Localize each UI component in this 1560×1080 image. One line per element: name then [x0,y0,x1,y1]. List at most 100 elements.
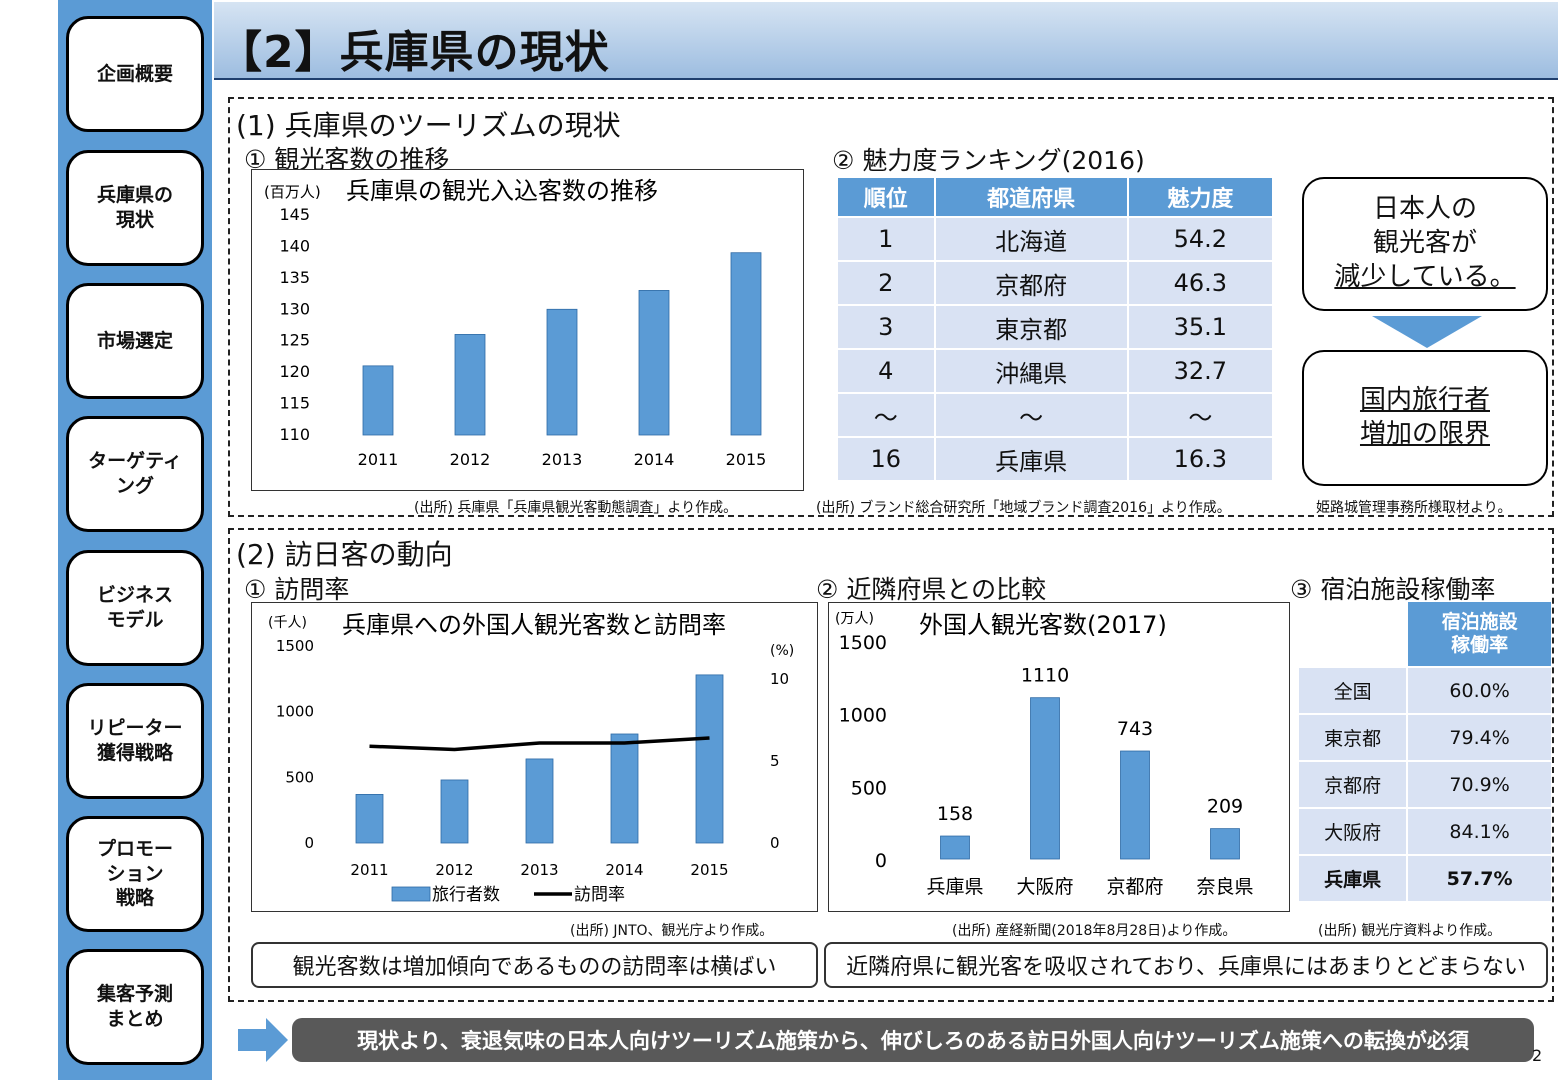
bar [610,733,639,844]
nav-item-market[interactable]: 市場選定 [66,283,204,399]
data-label: 158 [937,803,973,825]
chart2-title: 兵庫県への外国人観光客数と訪問率 [342,611,726,639]
ranking-row: 16 兵庫県 16.3 [838,438,1272,480]
ranking-cell: ～ [838,394,934,436]
source-note: (出所) 産経新聞(2018年8月28日)より作成。 [952,923,1237,939]
callout-line: 観光客が [1372,228,1477,259]
callout-line: 減少している。 [1334,261,1516,292]
y-tick-label: 110 [279,425,310,444]
ranking-cell: 32.7 [1128,350,1272,392]
legend-label-line: 訪問率 [574,885,625,905]
x-tick-label: 2013 [542,450,583,469]
ranking-row: 3 東京都 35.1 [838,306,1272,348]
x-tick-label: 京都府 [1106,876,1163,898]
x-tick-label: 2014 [634,450,675,469]
y-tick-label-right: 5 [770,752,780,770]
section2-sub2: ② 近隣府県との比較 [816,575,1047,604]
chart-domestic-visitors-svg: (百万人) 兵庫県の観光入込客数の推移 110 115 120 125 130 135 14… [264,177,766,469]
callout-line: 増加の限界 [1359,419,1490,449]
ranking-cell: 兵庫県 [935,438,1127,480]
occupancy-cell: 84.1% [1408,809,1551,854]
y-tick-label: 0 [875,850,887,872]
bar [1030,697,1060,860]
section2-heading: (2) 訪日客の動向 [236,538,453,571]
ranking-cell: 16.3 [1128,438,1272,480]
y-tick-label: 145 [279,205,310,224]
occupancy-table: 宿泊施設 稼働率 全国 60.0% 東京都 79.4% 京都府 70.9% 大阪府 84… [1297,600,1553,903]
nav-item-current-state[interactable]: 兵庫県の 現状 [66,150,204,266]
x-tick-label: 兵庫県 [926,876,983,898]
data-label: 1110 [1021,665,1069,687]
ranking-row: 2 京都府 46.3 [838,262,1272,304]
source-note: (出所) 観光庁資料より作成。 [1318,923,1502,939]
ranking-cell: 16 [838,438,934,480]
bar [546,308,578,436]
nav-item-summary[interactable]: 集客予測 まとめ [66,949,204,1065]
page-number: 2 [1532,1046,1543,1065]
chart-domestic-visitors: (百万人) 兵庫県の観光入込客数の推移 110 115 120 125 130 135 14… [251,169,804,491]
callout-line: 日本人の [1372,194,1477,225]
chart-neighbor-compare-svg: (万人) 外国人観光客数(2017) 0 500 1000 1500 158 兵庫県 111… [835,611,1254,898]
bar [1120,750,1150,860]
nav-item-promotion[interactable]: プロモー ション 戦略 [66,816,204,932]
y-tick-label: 135 [279,268,310,287]
section2-sub1: ① 訪問率 [244,575,350,604]
chart-inbound-visitors-svg: (千人) (%) 兵庫県への外国人観光客数と訪問率 0 500 1000 1500 0 5… [268,611,794,905]
sidebar: 企画概要 兵庫県の 現状 市場選定 ターゲティ ング ビジネス モデル リピータ… [58,0,212,1080]
x-tick-label: 2011 [350,861,388,879]
chart1-title: 兵庫県の観光入込客数の推移 [346,177,658,205]
ranking-cell: ～ [935,394,1127,436]
down-arrow-icon [1372,316,1482,348]
y-tick-label: 120 [279,362,310,381]
source-note: (出所) 兵庫県「兵庫県観光客動態調査」より作成。 [414,500,738,516]
legend-label-bar: 旅行者数 [432,885,500,905]
occupancy-cell: 79.4% [1408,715,1551,760]
bar [1210,828,1240,860]
x-tick-label: 2011 [358,450,399,469]
occupancy-row: 京都府 70.9% [1299,762,1551,807]
nav-item-targeting[interactable]: ターゲティ ング [66,416,204,532]
y-tick-label: 130 [279,299,310,318]
x-tick-label: 2012 [435,861,473,879]
source-note: 姫路城管理事務所様取材より。 [1316,500,1512,516]
occupancy-row: 兵庫県 57.7% [1299,856,1551,901]
legend-swatch-bar [391,886,431,902]
y-tick-label-left: 1000 [276,703,314,721]
ranking-table: 順位 都道府県 魅力度 1 北海道 54.2 2 京都府 46.3 3 東京都 35.1 4… [836,176,1274,482]
bar [440,779,469,844]
occupancy-cell: 京都府 [1299,762,1407,807]
ranking-cell: 北海道 [935,218,1127,260]
ranking-cell: 35.1 [1128,306,1272,348]
section1-heading: (1) 兵庫県のツーリズムの現状 [236,109,621,142]
bar [638,290,670,436]
ranking-cell: 54.2 [1128,218,1272,260]
x-tick-label: 2014 [605,861,643,879]
section1-sub2: ② 魅力度ランキング(2016) [832,146,1145,175]
page-title: 【2】兵庫県の現状 [218,27,610,78]
ranking-cell: 沖縄県 [935,350,1127,392]
y-tick-label-right: 0 [770,834,780,852]
chart1-unit: (百万人) [264,183,321,201]
callout-line: 国内旅行者 [1359,385,1490,416]
y-tick-label-left: 0 [304,834,314,852]
nav-item-business-model[interactable]: ビジネス モデル [66,550,204,666]
line-series-visit-rate [369,736,710,752]
ranking-row: 4 沖縄県 32.7 [838,350,1272,392]
data-label: 743 [1117,718,1153,740]
ranking-header-score: 魅力度 [1128,178,1272,216]
page-header: 【2】兵庫県の現状 [214,2,1558,80]
nav-item-repeater[interactable]: リピーター 獲得戦略 [66,683,204,799]
chart2-unit-left: (千人) [268,615,307,631]
occupancy-cell: 57.7% [1408,856,1551,901]
y-tick-label-left: 1500 [276,637,314,655]
right-arrow-icon [238,1018,288,1062]
x-tick-label: 2012 [450,450,491,469]
callout-japanese-decrease: 日本人の 観光客が 減少している。 [1302,177,1548,311]
occupancy-cell: 60.0% [1408,668,1551,713]
bar [730,252,762,436]
source-note: (出所) JNTO、観光庁より作成。 [570,923,774,939]
section2-sub3: ③ 宿泊施設稼働率 [1290,575,1496,604]
nav-item-overview[interactable]: 企画概要 [66,16,204,132]
occupancy-cell: 大阪府 [1299,809,1407,854]
source-note: (出所) ブランド総合研究所「地域ブランド調査2016」より作成。 [816,500,1231,516]
